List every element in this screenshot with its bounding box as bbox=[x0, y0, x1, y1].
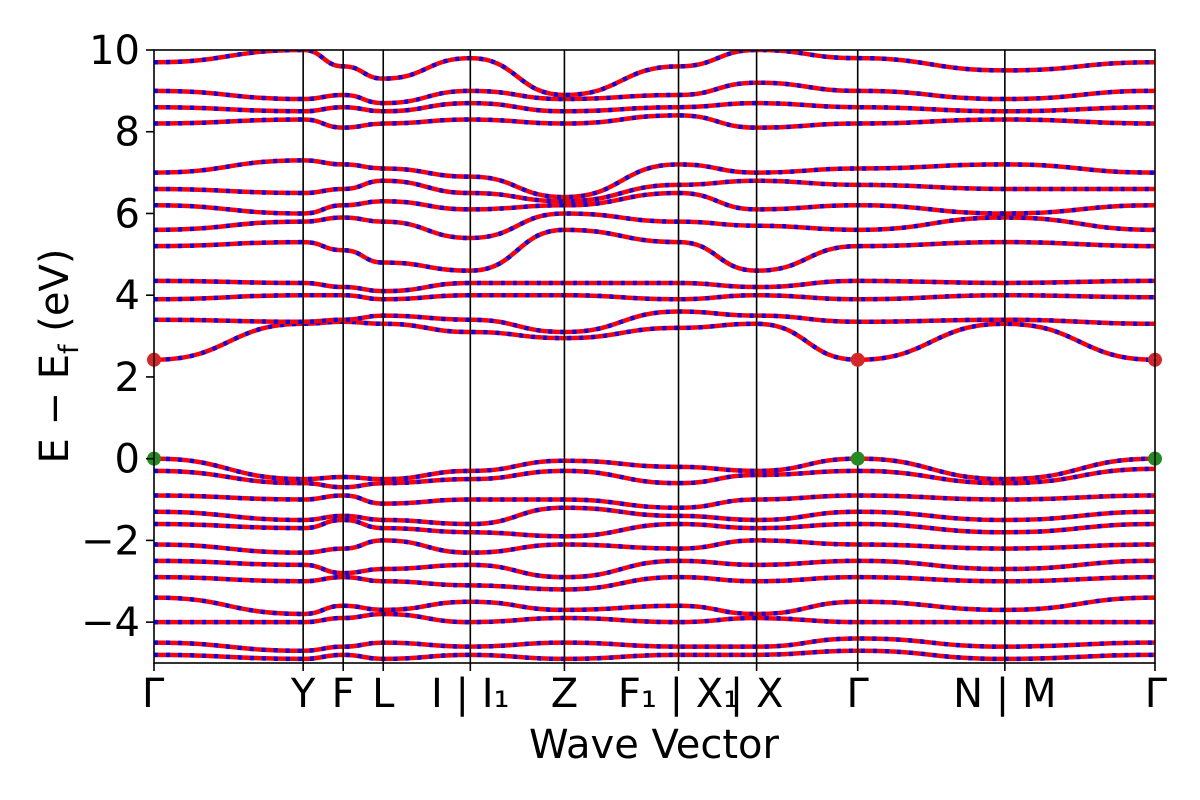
band-14-up bbox=[154, 466, 1155, 490]
x-tick-label-10: Γ bbox=[1145, 671, 1168, 717]
band-5-down bbox=[154, 211, 1155, 241]
band-1-up bbox=[154, 309, 1155, 335]
band-9-up bbox=[154, 113, 1155, 130]
band-15-up bbox=[154, 493, 1155, 510]
x-tick-label-0: Γ bbox=[142, 671, 165, 717]
x-tick-label-7: | X bbox=[730, 671, 784, 717]
band-22-up bbox=[154, 611, 1155, 625]
band-20-up bbox=[154, 574, 1155, 592]
x-tick-label-4: I | I₁ bbox=[431, 671, 510, 717]
x-tick-label-1: Y bbox=[290, 671, 316, 717]
band-17-up bbox=[154, 517, 1155, 539]
y-axis-title-subscript: f bbox=[54, 343, 85, 354]
kpoint-separator-lines bbox=[302, 50, 1006, 663]
y-axis-title: E − Ef (eV) bbox=[32, 249, 85, 464]
y-tick-label-5: 6 bbox=[115, 191, 140, 237]
y-tick-label-3: 2 bbox=[115, 355, 140, 401]
x-tick-label-5: Z bbox=[551, 671, 578, 717]
y-tick-label-4: 4 bbox=[115, 273, 140, 319]
x-tick-label-3: L bbox=[372, 671, 395, 717]
band-8-up bbox=[154, 158, 1155, 200]
y-tick-label-0: −4 bbox=[81, 600, 140, 646]
x-tick-label-6: F₁ | X₁ bbox=[618, 671, 739, 717]
cbm-marker-4 bbox=[850, 352, 865, 367]
vbm-marker-1 bbox=[850, 451, 865, 466]
bands-layer bbox=[154, 50, 1155, 662]
plot-frame bbox=[153, 49, 1156, 664]
band-10-up bbox=[154, 100, 1155, 114]
band-7-up bbox=[154, 178, 1155, 204]
band-16-up bbox=[154, 505, 1155, 527]
x-axis-title: Wave Vector bbox=[529, 722, 780, 768]
y-tick-label-6: 8 bbox=[115, 110, 140, 156]
y-axis-title-main: E − E bbox=[32, 354, 78, 464]
band-23-down bbox=[154, 636, 1155, 653]
band-11-down bbox=[154, 80, 1155, 106]
y-axis-title-unit: (eV) bbox=[32, 249, 78, 345]
x-tick-label-8: Γ bbox=[847, 671, 870, 717]
x-tick-label-9: N | M bbox=[953, 671, 1056, 717]
band-3-up bbox=[154, 278, 1155, 294]
band-18-up bbox=[154, 538, 1155, 555]
band-21-down bbox=[154, 595, 1155, 617]
band-24-down bbox=[154, 648, 1155, 662]
y-tick-label-1: −2 bbox=[81, 518, 140, 564]
band-4-down bbox=[154, 227, 1155, 273]
y-axis-ticks: −4 −2 0 2 4 6 8 10 bbox=[81, 28, 154, 646]
band-6-down bbox=[154, 190, 1155, 216]
band-edge-markers bbox=[147, 352, 1162, 466]
band-12-down bbox=[154, 50, 1155, 98]
x-tick-label-2: F bbox=[332, 671, 355, 717]
band-2-up bbox=[154, 292, 1155, 302]
band-19-up bbox=[154, 558, 1155, 580]
band-13-up bbox=[154, 456, 1155, 482]
y-tick-label-7: 10 bbox=[89, 28, 140, 74]
y-tick-label-2: 0 bbox=[115, 437, 140, 483]
